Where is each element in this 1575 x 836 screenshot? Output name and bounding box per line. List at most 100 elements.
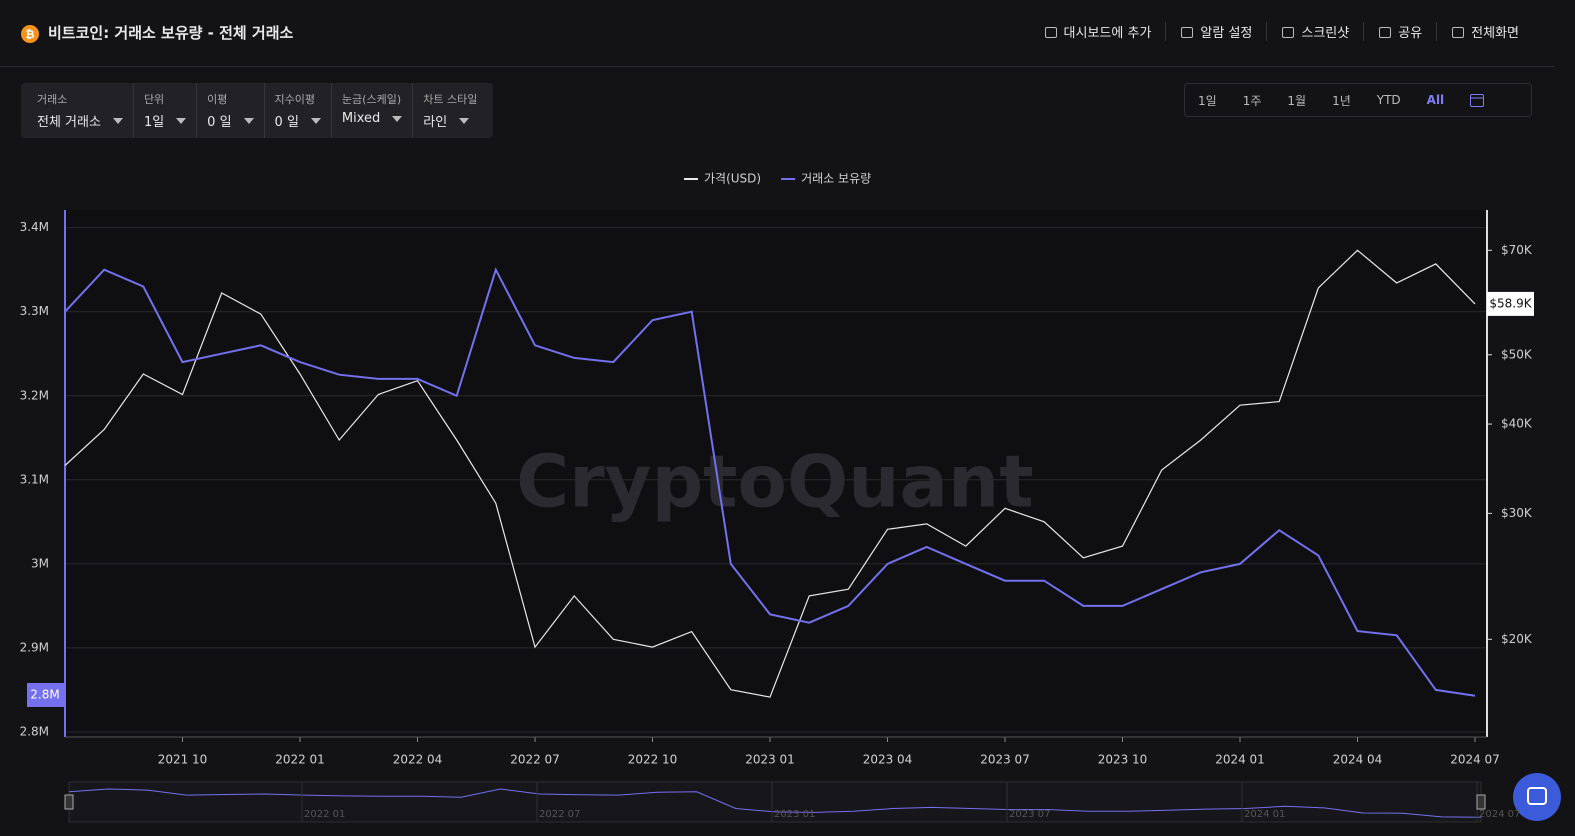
actions: 대시보드에 추가 알람 설정 스크린샷 공유 전체화면 bbox=[1030, 22, 1533, 41]
series-line bbox=[64, 267, 1476, 697]
y2-tick-label: $70K bbox=[1501, 243, 1533, 257]
x-tick-label: 2022 04 bbox=[393, 753, 443, 767]
y-tick-label: 3.2M bbox=[20, 388, 49, 402]
page-title: 비트코인: 거래소 보유량 - 전체 거래소 bbox=[48, 24, 294, 42]
caret bbox=[310, 117, 321, 124]
filters: 거래소 전체 거래소 단위 1일 이평 0 일 지수이평 0 일 눈금(스케일) Mixed 차트 … bbox=[21, 83, 494, 138]
header: ₿ 비트코인: 거래소 보유량 - 전체 거래소 대시보드에 추가 알람 설정 스크… bbox=[0, 0, 1555, 67]
range-selector: 1일 1주 1월 1년 YTD All bbox=[1184, 83, 1532, 117]
action-button[interactable]: 대시보드에 추가 bbox=[1030, 22, 1166, 41]
caret bbox=[112, 117, 123, 124]
filter-value: 전체 거래소 bbox=[37, 111, 123, 130]
filter-label: 이평 bbox=[207, 93, 228, 106]
series-line bbox=[64, 249, 1476, 698]
action-icon bbox=[1181, 26, 1194, 38]
filter-value: 라인 bbox=[423, 111, 477, 130]
navigator-label: 2024 01 bbox=[1244, 809, 1285, 820]
caret bbox=[459, 117, 470, 124]
caret bbox=[392, 115, 403, 122]
y2-tick-label: $20K bbox=[1501, 632, 1533, 646]
action-icon bbox=[1379, 26, 1392, 38]
range-option[interactable]: 1월 bbox=[1287, 93, 1307, 108]
y-tick-label: 3.4M bbox=[20, 220, 49, 234]
y2-tick-label: $30K bbox=[1501, 506, 1533, 520]
cursor-y2-label: $58.9K bbox=[1489, 296, 1532, 310]
action-label: 전체화면 bbox=[1471, 26, 1519, 41]
bitcoin-icon: ₿ bbox=[21, 25, 39, 43]
x-tick-label: 2022 07 bbox=[510, 753, 560, 767]
filter-value-text: 0 일 bbox=[274, 115, 299, 130]
filter-value-text: 0 일 bbox=[207, 115, 232, 130]
x-tick-label: 2021 10 bbox=[158, 753, 208, 767]
filter[interactable]: 눈금(스케일) Mixed bbox=[332, 83, 414, 138]
chat-button[interactable] bbox=[1513, 773, 1561, 821]
legend-label: 거래소 보유량 bbox=[801, 172, 871, 186]
x-tick-label: 2024 01 bbox=[1215, 753, 1265, 767]
filter[interactable]: 단위 1일 bbox=[134, 83, 198, 138]
navigator bbox=[68, 781, 1482, 823]
navigator-label: 2022 07 bbox=[539, 809, 580, 820]
y-tick-label: 2.8M bbox=[20, 724, 49, 738]
y-tick-label: 3.1M bbox=[20, 472, 49, 486]
navigator-handle[interactable] bbox=[1476, 794, 1486, 810]
range-option[interactable]: 1년 bbox=[1332, 93, 1351, 108]
cursor-y-box bbox=[27, 682, 64, 707]
action-label: 스크린샷 bbox=[1301, 26, 1350, 41]
action-button[interactable]: 전체화면 bbox=[1436, 22, 1533, 41]
y2-tick-label: $50K bbox=[1501, 347, 1533, 361]
x-tick-label: 2022 01 bbox=[275, 753, 325, 767]
action-label: 알람 설정 bbox=[1200, 26, 1253, 41]
navigator-line bbox=[68, 788, 1482, 818]
cursor-y2-box bbox=[1487, 291, 1534, 316]
action-icon bbox=[1282, 26, 1295, 38]
x-tick-label: 2023 01 bbox=[745, 753, 795, 767]
range-option[interactable]: 1주 bbox=[1242, 93, 1262, 108]
x-tick-label: 2023 04 bbox=[863, 753, 913, 767]
navigator-label: 2023 07 bbox=[1009, 809, 1050, 820]
x-tick-label: 2022 10 bbox=[628, 753, 678, 767]
filter-label: 단위 bbox=[143, 93, 165, 106]
legend-label: 가격(USD) bbox=[704, 172, 761, 186]
y-tick-label: 2.9M bbox=[20, 640, 49, 654]
range-option[interactable]: 1일 bbox=[1198, 93, 1217, 108]
range-option[interactable]: All bbox=[1426, 93, 1445, 107]
caret bbox=[176, 117, 187, 124]
action-label: 공유 bbox=[1398, 26, 1423, 41]
filter-value-text: Mixed bbox=[341, 111, 381, 126]
filter-value: 0 일 bbox=[275, 111, 321, 130]
svg-text:₿: ₿ bbox=[26, 28, 35, 41]
action-label: 대시보드에 추가 bbox=[1063, 26, 1152, 41]
chat-icon bbox=[1527, 787, 1547, 805]
calendar-icon[interactable] bbox=[1469, 92, 1485, 108]
navigator-label: 2022 01 bbox=[304, 809, 345, 820]
y-tick-label: 3.3M bbox=[20, 304, 49, 318]
action-button[interactable]: 알람 설정 bbox=[1165, 22, 1266, 41]
watermark: CryptoQuant bbox=[516, 440, 1033, 524]
x-tick-label: 2023 07 bbox=[980, 753, 1030, 767]
action-icon bbox=[1044, 26, 1057, 38]
y2-tick-label: $40K bbox=[1501, 417, 1533, 431]
action-button[interactable]: 공유 bbox=[1363, 22, 1436, 41]
filter-label: 차트 스타일 bbox=[423, 93, 478, 106]
filter-label: 거래소 bbox=[37, 93, 68, 106]
navigator-label: 2024 07 bbox=[1479, 809, 1520, 820]
y-tick-label: 3M bbox=[31, 556, 49, 570]
filter-value-text: 전체 거래소 bbox=[37, 115, 101, 130]
action-icon bbox=[1452, 26, 1465, 38]
filter-value-text: 라인 bbox=[423, 115, 448, 130]
cursor-y-label: 2.8M bbox=[30, 687, 59, 701]
filter[interactable]: 지수이평 0 일 bbox=[265, 83, 332, 138]
navigator-handle[interactable] bbox=[64, 794, 74, 810]
action-button[interactable]: 스크린샷 bbox=[1266, 22, 1363, 41]
x-tick-label: 2024 04 bbox=[1333, 753, 1383, 767]
range-option[interactable]: YTD bbox=[1376, 93, 1401, 107]
filter[interactable]: 이평 0 일 bbox=[197, 83, 265, 138]
filter-label: 눈금(스케일) bbox=[341, 93, 402, 106]
caret bbox=[243, 117, 254, 124]
filter-value: 0 일 bbox=[207, 111, 254, 130]
filter-value: Mixed bbox=[341, 111, 403, 126]
plot-area bbox=[65, 210, 1487, 737]
